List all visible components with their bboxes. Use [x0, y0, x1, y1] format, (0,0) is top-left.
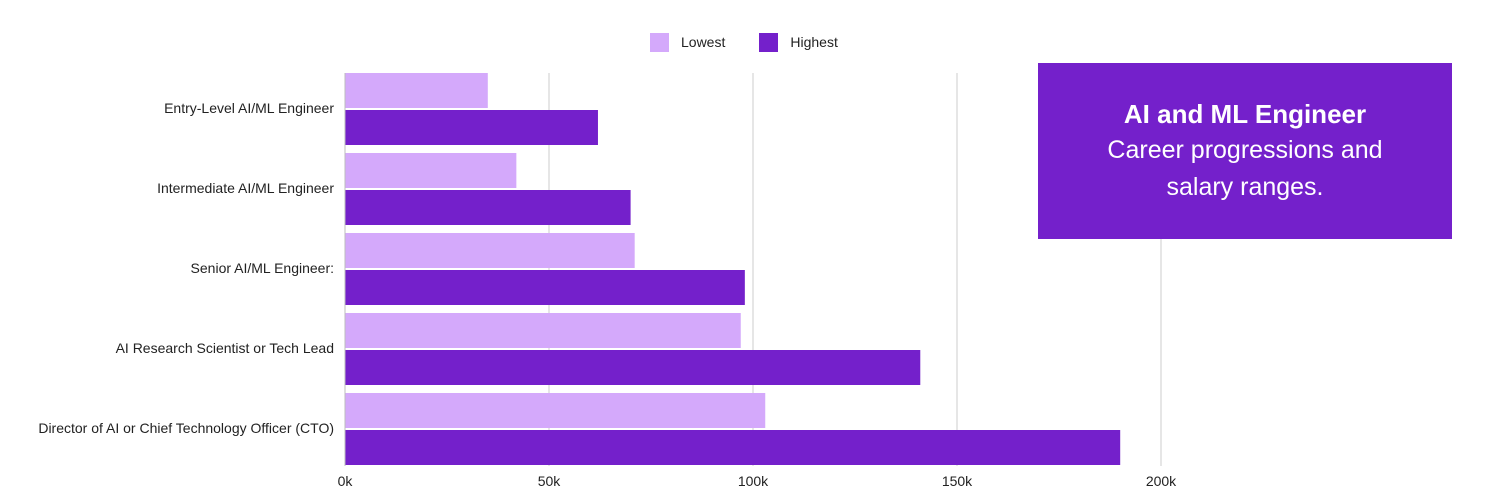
bar-lowest	[345, 233, 635, 268]
category-label: Senior AI/ML Engineer:	[191, 260, 334, 276]
bar-lowest	[345, 153, 517, 188]
category-label: Intermediate AI/ML Engineer	[157, 180, 334, 196]
bar-lowest	[345, 73, 488, 108]
x-axis: 0k 50k 100k 150k 200k	[338, 73, 1177, 489]
legend-item-lowest: Lowest	[650, 32, 726, 52]
legend-swatch-highest	[759, 32, 779, 52]
x-tick-label: 50k	[538, 473, 562, 489]
category-label: AI Research Scientist or Tech Lead	[116, 340, 334, 356]
x-tick-label: 150k	[942, 473, 973, 489]
bar-highest	[345, 270, 745, 305]
chart-title: AI and ML Engineer	[1123, 99, 1367, 129]
x-tick-label: 0k	[338, 473, 354, 489]
title-card: AI and ML Engineer Career progressions a…	[1038, 63, 1452, 239]
bars	[345, 73, 1121, 465]
legend-item-highest: Highest	[759, 32, 838, 52]
legend-swatch-lowest	[650, 32, 669, 52]
category-labels: Entry-Level AI/ML Engineer Intermediate A…	[38, 100, 334, 436]
legend-label-highest: Highest	[790, 34, 838, 50]
legend-label-lowest: Lowest	[681, 34, 726, 50]
x-tick-label: 100k	[738, 473, 769, 489]
bar-lowest	[345, 393, 766, 428]
bar-highest	[345, 350, 921, 385]
bar-lowest	[345, 313, 741, 348]
chart-subtitle: Career progressions and salary ranges.	[1107, 136, 1383, 201]
x-tick-label: 200k	[1146, 473, 1177, 489]
category-label: Director of AI or Chief Technology Offic…	[38, 420, 334, 436]
bar-highest	[345, 190, 631, 225]
bar-highest	[345, 110, 598, 145]
legend: Lowest Highest	[650, 32, 872, 52]
category-label: Entry-Level AI/ML Engineer	[164, 100, 334, 116]
bar-highest	[345, 430, 1121, 465]
